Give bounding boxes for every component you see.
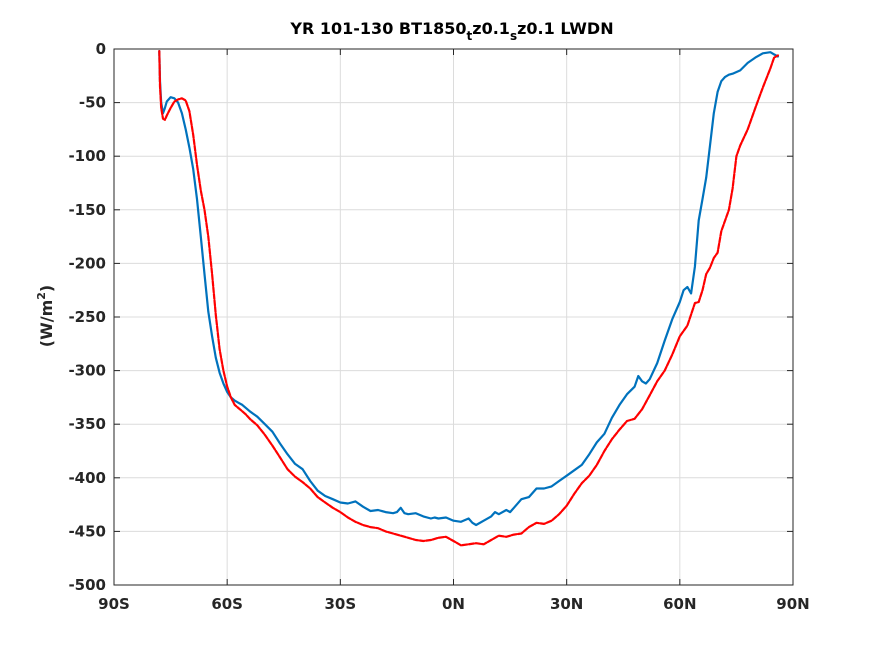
x-tick-label: 60N [663, 595, 696, 613]
chart-title-part: z0.1 LWDN [517, 19, 614, 38]
y-tick-label: -100 [68, 147, 106, 165]
series-layer [158, 49, 780, 547]
x-tick-label: 30S [324, 595, 356, 613]
y-tick-label: -450 [68, 522, 106, 540]
y-axis-label: (W/m2) [35, 285, 56, 347]
y-axis-label-superscript: 2 [35, 292, 48, 300]
y-tick-label: -200 [68, 254, 106, 272]
y-axis-label-part: ) [37, 285, 56, 292]
y-tick-label: -350 [68, 415, 106, 433]
y-tick-label: -150 [68, 201, 106, 219]
y-tick-label: -300 [68, 362, 106, 380]
x-tick-label: 60S [211, 595, 243, 613]
series-line-2 [158, 49, 780, 547]
chart-title-part: z0.1 [472, 19, 510, 38]
x-tick-labels: 90S 60S 30S 0N 30N 60N 90N [98, 595, 810, 613]
y-tick-label: -400 [68, 469, 106, 487]
x-tick-label: 30N [550, 595, 583, 613]
y-axis-label-part: (W/m [37, 300, 56, 347]
chart-title-subscript: s [510, 29, 517, 43]
y-tick-labels: 0 -50 -100 -150 -200 -250 -300 -350 -400 -450 -500 [68, 40, 106, 594]
chart-title-part: YR 101-130 BT1850 [289, 19, 466, 38]
y-tick-label: 0 [96, 40, 106, 58]
x-tick-label: 90S [98, 595, 130, 613]
x-tick-label: 90N [776, 595, 809, 613]
tick-marks [113, 48, 794, 586]
y-tick-label: -250 [68, 308, 106, 326]
x-tick-label: 0N [442, 595, 465, 613]
chart-title-subscript: t [467, 29, 473, 43]
series-line-1 [158, 49, 780, 527]
y-tick-label: -500 [68, 576, 106, 594]
y-tick-label: -50 [79, 94, 106, 112]
chart-title: YR 101-130 BT1850tz0.1sz0.1 LWDN [289, 19, 613, 43]
